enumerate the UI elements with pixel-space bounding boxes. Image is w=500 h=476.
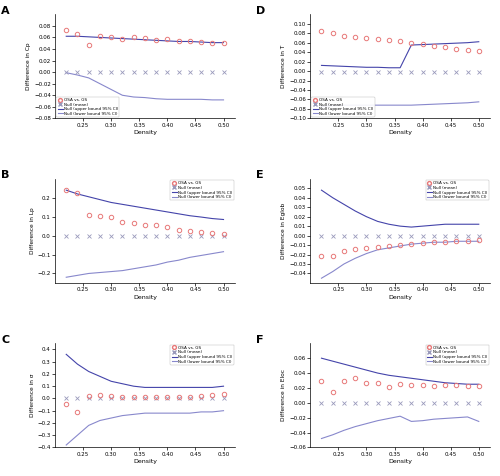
Y-axis label: Difference in Lp: Difference in Lp <box>30 208 35 254</box>
Text: B: B <box>1 170 10 180</box>
Y-axis label: Difference in σ: Difference in σ <box>30 374 35 417</box>
Text: D: D <box>256 6 266 16</box>
X-axis label: Density: Density <box>388 459 412 465</box>
X-axis label: Density: Density <box>133 130 157 135</box>
Legend: OSA vs. GS, Null (mean), Null (upper bound 95% CI), Null (lower bound 95% CI): OSA vs. GS, Null (mean), Null (upper bou… <box>312 97 374 117</box>
Y-axis label: Difference in T: Difference in T <box>282 45 286 88</box>
Text: E: E <box>256 170 264 180</box>
Text: C: C <box>1 335 9 345</box>
Legend: OSA vs. GS, Null (mean), Null (upper bound 95% CI), Null (lower bound 95% CI): OSA vs. GS, Null (mean), Null (upper bou… <box>56 97 120 117</box>
Legend: OSA vs. GS, Null (mean), Null (upper bound 95% CI), Null (lower bound 95% CI): OSA vs. GS, Null (mean), Null (upper bou… <box>170 180 234 200</box>
Text: A: A <box>1 6 10 16</box>
Legend: OSA vs. GS, Null (mean), Null (upper bound 95% CI), Null (lower bound 95% CI): OSA vs. GS, Null (mean), Null (upper bou… <box>170 345 234 365</box>
Legend: OSA vs. GS, Null (mean), Null (upper bound 95% CI), Null (lower bound 95% CI): OSA vs. GS, Null (mean), Null (upper bou… <box>426 180 489 200</box>
X-axis label: Density: Density <box>133 459 157 465</box>
X-axis label: Density: Density <box>388 295 412 300</box>
Y-axis label: Difference in Eloc: Difference in Eloc <box>282 369 286 421</box>
X-axis label: Density: Density <box>133 295 157 300</box>
X-axis label: Density: Density <box>388 130 412 135</box>
Y-axis label: Difference in Cp: Difference in Cp <box>26 42 31 90</box>
Legend: OSA vs. GS, Null (mean), Null (upper bound 95% CI), Null (lower bound 95% CI): OSA vs. GS, Null (mean), Null (upper bou… <box>426 345 489 365</box>
Text: F: F <box>256 335 264 345</box>
Y-axis label: Difference in Eglob: Difference in Eglob <box>282 203 286 259</box>
